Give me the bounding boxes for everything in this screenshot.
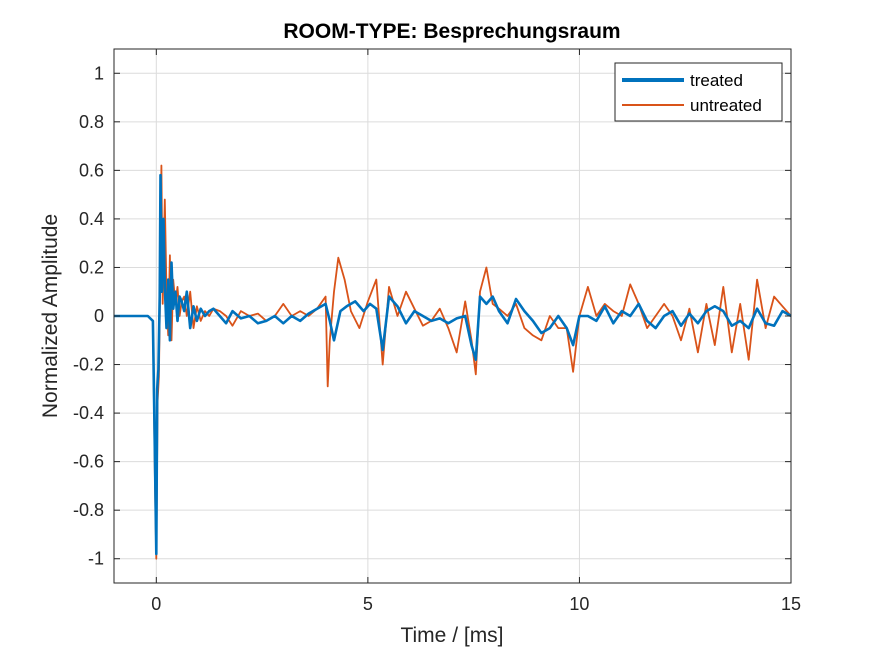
legend-box [614,62,783,122]
legend-label-untreated: untreated [690,96,762,115]
legend: treated untreated [614,62,783,122]
series-line-treated [114,173,792,556]
y-tick-label: -1 [88,549,104,569]
y-tick-label: 0.6 [79,160,104,180]
y-tick-label: 1 [94,63,104,83]
axis-ticks: 0 5 10 15 -1 -0.8 -0.6 -0.4 -0.2 0 0.2 0.4 0.6 0.8 1 [73,49,801,614]
y-tick-label: 0.2 [79,257,104,277]
chart-title: ROOM-TYPE: Besprechungsraum [283,20,620,43]
y-tick-label: -0.4 [73,403,104,423]
x-tick-label: 10 [569,594,589,614]
series-lines [114,164,792,560]
y-axis-label: Normalized Amplitude [39,214,62,418]
x-axis-label: Time / [ms] [400,624,503,647]
legend-label-treated: treated [690,71,743,90]
x-tick-label: 5 [363,594,373,614]
y-tick-label: -0.8 [73,500,104,520]
grid-lines [114,49,792,583]
y-tick-label: 0 [94,306,104,326]
y-tick-label: -0.2 [73,355,104,375]
y-tick-label: 0.4 [79,209,104,229]
y-tick-label: 0.8 [79,112,104,132]
x-tick-label: 15 [781,594,801,614]
x-tick-label: 0 [151,594,161,614]
y-tick-label: -0.6 [73,452,104,472]
